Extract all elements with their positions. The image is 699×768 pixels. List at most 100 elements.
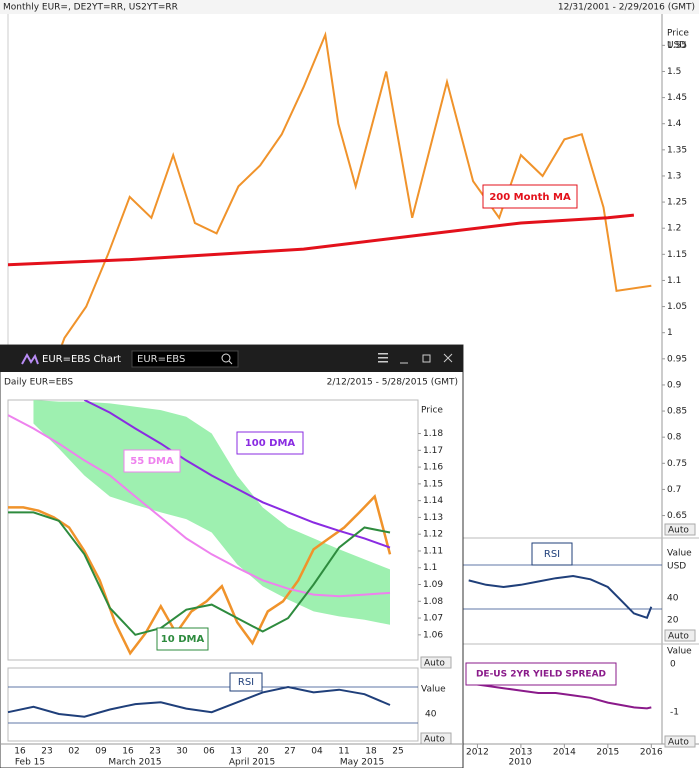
menu-icon [378, 361, 388, 363]
value-label: Value [667, 549, 692, 559]
menu-icon[interactable] [378, 353, 388, 355]
annotation-box [236, 431, 304, 455]
y-tick-label: 1.12 [423, 530, 443, 540]
y-tick-label: 1.1 [423, 563, 437, 573]
y-tick-label: 20 [667, 616, 679, 626]
auto-button[interactable] [664, 629, 696, 642]
x-tick-label: 16 [14, 747, 26, 757]
y-tick-label: 0.65 [667, 511, 687, 521]
maximize-button[interactable] [422, 354, 431, 363]
y-tick-label: 1 [667, 328, 673, 338]
annotation-box [465, 662, 617, 686]
auto-label: Auto [668, 632, 689, 642]
auto-button[interactable] [664, 523, 696, 536]
y-tick-label: 0.8 [667, 433, 682, 443]
y-tick-label: 0.85 [667, 407, 687, 417]
annotation-box [482, 184, 578, 209]
x-tick-label: 2012 [466, 748, 489, 758]
y-tick-label: 1.1 [667, 276, 681, 286]
x-tick-label: 20 [257, 747, 269, 757]
y-tick-label: 1.13 [423, 513, 443, 523]
search-icon[interactable] [221, 353, 231, 363]
annotation: RSI [238, 677, 254, 688]
search-box[interactable] [131, 350, 239, 368]
y-tick-label: 1.06 [423, 630, 443, 640]
app-icon [21, 352, 39, 365]
month-label: March 2015 [108, 758, 161, 768]
dma55-line [8, 414, 391, 598]
auto-label: Auto [424, 659, 445, 669]
unit-label: USD [667, 562, 686, 572]
window-title: EUR=EBS Chart [42, 354, 121, 365]
price-axis-label: Price [667, 29, 689, 39]
y-tick-label: 1.4 [667, 119, 682, 129]
x-tick-label: 30 [176, 747, 188, 757]
menu-icon [378, 357, 388, 359]
y-tick-label: 1.08 [423, 597, 443, 607]
annotation-box [531, 542, 573, 566]
y-tick-label: 1.5 [667, 67, 681, 77]
date-range: 2/12/2015 - 5/28/2015 (GMT) [327, 378, 458, 388]
y-tick-label: 1.18 [423, 429, 443, 439]
auto-label: Auto [668, 738, 689, 748]
month-label: April 2015 [229, 758, 275, 768]
x-tick-label: 13 [230, 747, 241, 757]
auto-label: Auto [668, 526, 689, 536]
y-tick-label: 1.17 [423, 446, 443, 456]
annotation-box [229, 672, 263, 692]
y-tick-label: 1.09 [423, 580, 443, 590]
auto-button[interactable] [420, 656, 452, 669]
annotation: DE-US 2YR YIELD SPREAD [476, 670, 606, 680]
x-tick-label: 16 [122, 747, 134, 757]
y-tick-label: 1.05 [667, 302, 687, 312]
auto-label: Auto [424, 735, 445, 745]
annotation: 100 DMA [245, 438, 296, 449]
y-tick-label: 1.2 [667, 224, 681, 234]
spread-line [468, 682, 652, 710]
annotation: 200 Month MA [489, 192, 571, 203]
price-line [41, 31, 652, 396]
y-tick-label: 1.07 [423, 614, 443, 624]
month-label: Feb 15 [15, 758, 45, 768]
annotation-box [156, 627, 209, 651]
search-text: EUR=EBS [137, 354, 185, 365]
y-tick-label: 0.9 [667, 380, 682, 390]
x-tick-label: 2014 [553, 748, 576, 758]
y-tick-label: 1.15 [423, 479, 443, 489]
x-tick-label: 2016 [640, 748, 663, 758]
annotation: RSI [544, 549, 560, 560]
y-tick-label: 1.45 [667, 93, 687, 103]
plot-border [7, 399, 419, 661]
date-range: 12/31/2001 - 2/29/2016 (GMT) [558, 3, 695, 13]
chart-title: Daily EUR=EBS [4, 378, 73, 388]
ichimoku-cloud [33, 400, 390, 625]
y-tick-label: 1.16 [423, 463, 443, 473]
y-tick-label: -1 [670, 708, 679, 718]
month-label: May 2015 [340, 758, 384, 768]
daily-plot [8, 400, 392, 656]
close-button[interactable] [443, 353, 453, 363]
y-tick-label: 1.55 [667, 41, 687, 51]
x-tick-label: 2015 [596, 748, 619, 758]
ma-line [8, 213, 635, 267]
value-label: Value [667, 647, 692, 657]
y-tick-label: 1.11 [423, 546, 443, 556]
annotation: 10 DMA [161, 634, 205, 645]
dma100-line [83, 400, 391, 549]
y-tick-label: 1.25 [667, 198, 687, 208]
dma10-line [8, 511, 391, 636]
y-tick-label: 40 [667, 594, 679, 604]
x-tick-label: 02 [68, 747, 79, 757]
annotation: 55 DMA [130, 456, 174, 467]
x-tick-label: 09 [95, 747, 107, 757]
y-tick-label: 1.14 [423, 496, 443, 506]
y-tick-label: 0.7 [667, 485, 681, 495]
x-tick-label: 2013 [509, 748, 532, 758]
year-label: 2010 [509, 758, 532, 768]
x-tick-label: 18 [365, 747, 377, 757]
rsi-border [7, 667, 419, 742]
currency-label: USD [667, 41, 686, 51]
auto-button[interactable] [664, 735, 696, 748]
